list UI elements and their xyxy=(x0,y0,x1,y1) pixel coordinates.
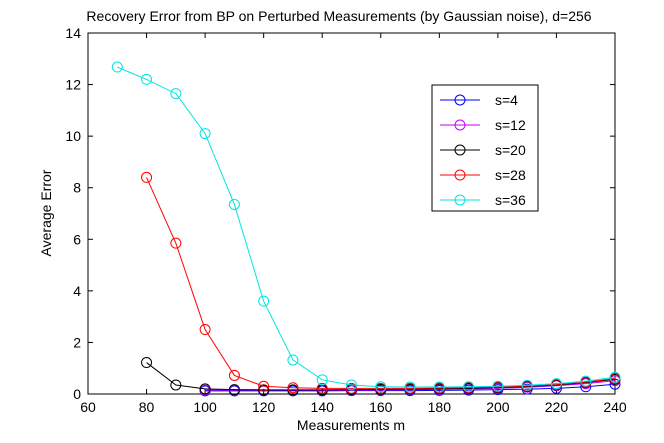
series-s-36 xyxy=(111,61,621,393)
data-point xyxy=(346,382,357,394)
series-s-28 xyxy=(141,171,621,394)
legend-label: s=4 xyxy=(495,92,518,108)
legend-marker xyxy=(454,119,466,131)
x-axis-label: Measurements m xyxy=(297,417,405,433)
x-tick-label: 60 xyxy=(80,399,96,415)
legend-label: s=36 xyxy=(495,192,526,208)
legend-box xyxy=(431,84,539,212)
legend-marker xyxy=(454,94,466,106)
x-tick-label: 180 xyxy=(428,399,452,415)
series-group xyxy=(111,61,621,397)
data-point xyxy=(258,380,270,392)
data-point xyxy=(580,375,592,387)
data-point xyxy=(316,382,328,394)
data-point xyxy=(258,295,270,307)
data-point xyxy=(199,128,211,140)
legend-marker xyxy=(454,169,466,181)
legend-label: s=20 xyxy=(495,142,526,158)
data-point xyxy=(228,369,240,381)
data-point xyxy=(170,237,182,249)
data-point xyxy=(287,382,299,394)
data-point xyxy=(463,381,475,393)
chart-title: Recovery Error from BP on Perturbed Meas… xyxy=(86,8,591,24)
data-point xyxy=(199,324,211,336)
y-tick-label: 0 xyxy=(73,386,81,402)
data-point xyxy=(199,383,211,395)
legend-item: s=4 xyxy=(440,92,518,108)
legend-item: s=36 xyxy=(440,192,526,208)
data-point xyxy=(609,378,621,390)
data-point xyxy=(258,384,270,396)
legend-item: s=20 xyxy=(440,142,526,158)
x-tick-label: 220 xyxy=(545,399,569,415)
series-line xyxy=(205,383,616,392)
legend-label: s=12 xyxy=(495,117,526,133)
legend: s=4 s=12 s=20 s=28 s=36 xyxy=(431,84,539,212)
data-point xyxy=(375,381,387,393)
legend-label: s=28 xyxy=(495,167,526,183)
data-point xyxy=(111,61,123,73)
y-tick-label: 2 xyxy=(73,334,81,350)
y-tick-label: 6 xyxy=(73,231,81,247)
x-tick-label: 140 xyxy=(311,399,335,415)
data-point xyxy=(521,379,533,391)
y-tick-label: 14 xyxy=(65,25,81,41)
data-point xyxy=(316,374,328,386)
legend-item: s=28 xyxy=(440,167,526,183)
data-point xyxy=(170,379,182,391)
x-tick-label: 100 xyxy=(193,399,217,415)
data-point xyxy=(228,198,240,210)
y-tick-label: 4 xyxy=(73,283,81,299)
legend-marker xyxy=(454,194,466,206)
data-point xyxy=(346,379,357,391)
data-point xyxy=(287,354,299,366)
data-point xyxy=(609,371,621,383)
data-point xyxy=(433,381,445,393)
y-axis-label: Average Error xyxy=(38,169,54,256)
data-point xyxy=(228,384,240,396)
x-tick-label: 160 xyxy=(369,399,393,415)
y-tick-label: 10 xyxy=(65,128,81,144)
series-line xyxy=(146,362,616,391)
legend-item: s=12 xyxy=(440,117,526,133)
legend-marker xyxy=(454,144,466,156)
data-point xyxy=(141,73,153,85)
data-point xyxy=(492,380,504,392)
x-tick-label: 240 xyxy=(603,399,627,415)
data-point xyxy=(404,381,416,393)
data-point xyxy=(170,88,182,100)
data-point xyxy=(141,357,153,369)
x-tick-label: 80 xyxy=(139,399,155,415)
x-tick-label: 120 xyxy=(252,399,276,415)
data-point xyxy=(550,378,562,390)
y-tick-label: 12 xyxy=(65,77,81,93)
data-point xyxy=(141,171,153,183)
series-line xyxy=(146,177,616,389)
x-tick-label: 200 xyxy=(486,399,510,415)
y-tick-label: 8 xyxy=(73,180,81,196)
